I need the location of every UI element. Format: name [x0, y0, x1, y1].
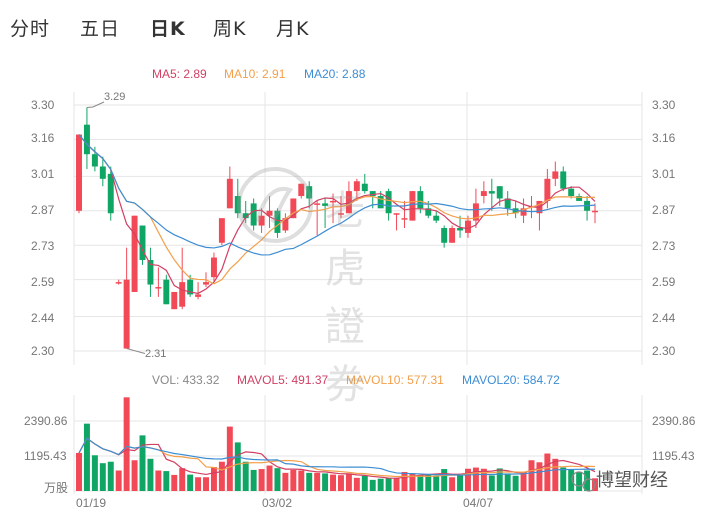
volume-tick: 1195.43: [24, 449, 67, 463]
price-tick: 3.01: [31, 167, 55, 181]
volume-tick: 2390.86: [652, 414, 696, 428]
price-tick: 2.30: [31, 344, 55, 358]
price-tick: 2.44: [31, 311, 55, 325]
price-tick: 3.16: [31, 131, 55, 145]
date-tick: 01/19: [76, 496, 107, 510]
high-annotation: 3.29: [104, 91, 126, 103]
date-tick: 04/07: [463, 496, 494, 510]
tab-five-day[interactable]: 五日: [80, 18, 121, 40]
price-tick: 2.59: [31, 275, 55, 289]
price-tick: 2.87: [652, 203, 676, 217]
vol-legend: VOL: 433.32: [152, 373, 220, 387]
volume-unit: 万股: [44, 481, 69, 495]
price-tick: 3.30: [652, 98, 676, 112]
price-tick: 2.73: [652, 239, 676, 253]
price-tick: 3.01: [652, 167, 676, 181]
price-tick: 3.16: [652, 131, 676, 145]
low-annotation: 2.31: [145, 348, 167, 360]
mavol10-legend: MAVOL10: 577.31: [346, 373, 444, 387]
date-tick: 03/02: [262, 496, 293, 510]
price-tick: 2.44: [652, 311, 676, 325]
volume-tick: 1195.43: [652, 449, 695, 463]
tab-daily-k[interactable]: 日K: [150, 18, 186, 40]
tab-monthly-k[interactable]: 月K: [276, 18, 310, 40]
ma20-legend: MA20: 2.88: [304, 67, 366, 81]
volume-tick: 2390.86: [24, 414, 68, 428]
mavol5-legend: MAVOL5: 491.37: [237, 373, 329, 387]
tab-weekly-k[interactable]: 周K: [213, 18, 247, 40]
period-tabs: 分时 五日 日K 周K 月K: [0, 0, 718, 50]
price-tick: 2.30: [652, 344, 676, 358]
price-tick: 2.87: [31, 203, 55, 217]
ma10-legend: MA10: 2.91: [224, 67, 286, 81]
mavol20-legend: MAVOL20: 584.72: [462, 373, 560, 387]
brand-name: 博望财经: [596, 470, 668, 491]
price-tick: 3.30: [31, 98, 55, 112]
ma5-legend: MA5: 2.89: [152, 67, 207, 81]
price-tick: 2.73: [31, 239, 55, 253]
tab-intraday[interactable]: 分时: [10, 18, 51, 40]
price-tick: 2.59: [652, 275, 676, 289]
